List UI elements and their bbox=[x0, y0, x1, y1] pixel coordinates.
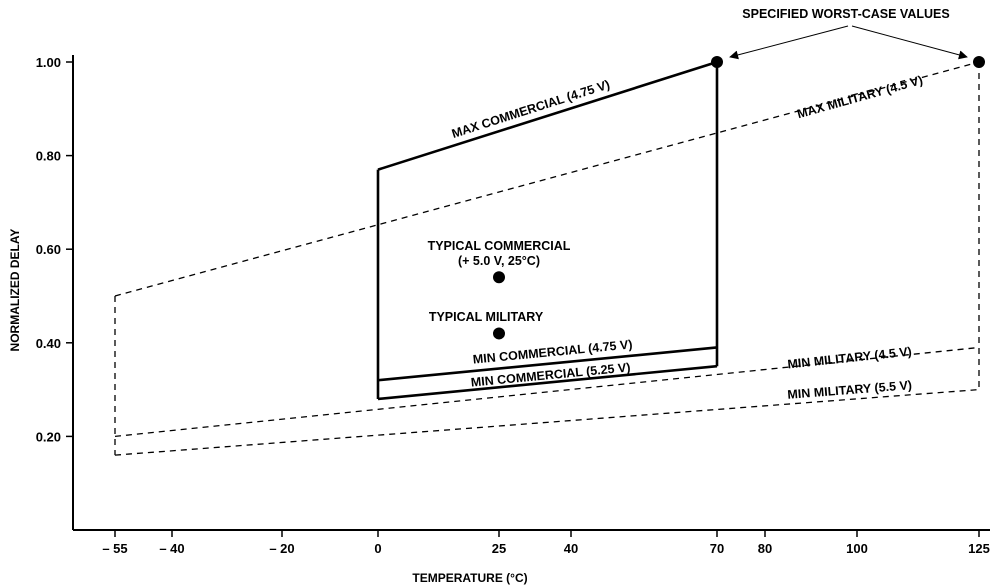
point-typical-military bbox=[493, 327, 505, 340]
x-tick-label: 125 bbox=[968, 541, 990, 556]
x-axis-ticks: – 55 – 40 – 20 0 25 40 70 80 100 125 bbox=[102, 530, 990, 556]
x-axis-title: TEMPERATURE (°C) bbox=[412, 571, 527, 585]
series-layer bbox=[114, 60, 980, 456]
label-min-military-55: MIN MILITARY (5.5 V) bbox=[787, 378, 912, 402]
points-layer bbox=[493, 56, 985, 340]
series-line-5 bbox=[114, 388, 980, 456]
annotation-arrow-left bbox=[729, 25, 849, 60]
annotation-arrow-right bbox=[851, 25, 968, 60]
x-tick-label: – 20 bbox=[269, 541, 294, 556]
point-worst-case-3 bbox=[973, 56, 985, 68]
y-tick-label: 0.60 bbox=[36, 242, 61, 257]
x-tick-label: 25 bbox=[492, 541, 506, 556]
x-tick-label: 70 bbox=[710, 541, 724, 556]
y-tick-label: 0.20 bbox=[36, 429, 61, 444]
label-typical-commercial: TYPICAL COMMERCIAL bbox=[428, 239, 571, 253]
series-line-1 bbox=[377, 346, 718, 382]
label-max-commercial: MAX COMMERCIAL (4.75 V) bbox=[450, 77, 612, 141]
x-tick-label: – 40 bbox=[159, 541, 184, 556]
y-axis-title: NORMALIZED DELAY bbox=[8, 229, 22, 352]
y-tick-label: 0.40 bbox=[36, 336, 61, 351]
series-line-0 bbox=[377, 60, 718, 171]
point-typical-commercial bbox=[493, 271, 505, 284]
y-tick-label: 0.80 bbox=[36, 149, 61, 164]
y-tick-label: 1.00 bbox=[36, 55, 61, 70]
x-tick-label: 100 bbox=[846, 541, 868, 556]
label-typical-military: TYPICAL MILITARY bbox=[429, 310, 544, 324]
y-axis-ticks: 0.20 0.40 0.60 0.80 1.00 bbox=[36, 55, 73, 444]
annotation-worst-case: SPECIFIED WORST-CASE VALUES bbox=[742, 7, 949, 21]
point-worst-case-2 bbox=[711, 56, 723, 68]
series-line-4 bbox=[114, 346, 980, 438]
x-tick-label: 0 bbox=[374, 541, 381, 556]
series-line-2 bbox=[377, 364, 718, 401]
label-typical-commercial-conditions: (+ 5.0 V, 25°C) bbox=[458, 254, 540, 268]
x-tick-label: 40 bbox=[564, 541, 578, 556]
envelope-layer bbox=[114, 62, 980, 456]
label-max-military: MAX MILITARY (4.5 V) bbox=[796, 73, 925, 121]
x-tick-label: – 55 bbox=[102, 541, 127, 556]
x-tick-label: 80 bbox=[758, 541, 772, 556]
label-min-military-45: MIN MILITARY (4.5 V) bbox=[787, 345, 913, 372]
